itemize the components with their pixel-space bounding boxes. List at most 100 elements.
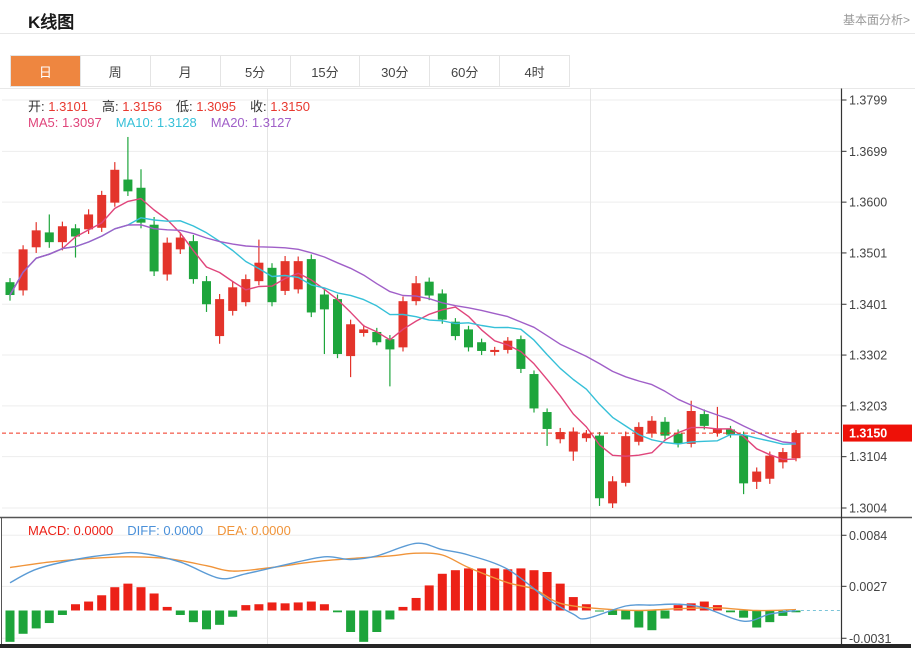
candle: [450, 321, 460, 337]
candle: [293, 261, 303, 290]
candle: [398, 301, 408, 348]
candle: [568, 431, 578, 452]
price-axis-label: 1.3203: [849, 399, 887, 413]
macd-bar: [542, 571, 552, 611]
legend-item: MA5: 1.3097: [28, 115, 102, 130]
candle: [333, 299, 342, 355]
diff-line: [9, 542, 797, 622]
price-axis-label: 1.3401: [849, 298, 887, 312]
ma5-line: [9, 197, 797, 461]
macd-bar: [621, 610, 631, 620]
macd-bar: [464, 568, 473, 611]
macd-bar: [228, 610, 238, 617]
page-title: K线图: [28, 13, 75, 32]
macd-bar: [385, 610, 395, 620]
candle: [542, 412, 552, 429]
ma20-line: [9, 224, 797, 444]
macd-bar: [202, 610, 211, 630]
tab-30min[interactable]: 30分: [360, 56, 431, 86]
macd-bar: [647, 610, 657, 631]
macd-bar: [699, 601, 709, 611]
legend-item: DEA: 0.0000: [217, 523, 291, 538]
macd-bar: [306, 601, 316, 611]
macd-bar: [477, 568, 487, 611]
macd-bar: [739, 610, 749, 618]
candle: [621, 436, 631, 483]
ohlc-legend: 开: 1.3101 高: 1.3156 低: 1.3095 收: 1.3150: [28, 96, 324, 115]
tab-4hour[interactable]: 4时: [524, 64, 545, 80]
candle: [778, 452, 788, 463]
current-price-badge: [843, 424, 912, 442]
candle: [477, 342, 487, 351]
macd-bar: [18, 610, 28, 634]
legend-item: MA20: 1.3127: [210, 115, 292, 130]
candle: [267, 267, 277, 303]
macd-bar: [660, 610, 670, 619]
macd-bar: [398, 606, 408, 611]
macd-bar: [372, 610, 382, 632]
candle: [359, 329, 369, 333]
candle: [385, 339, 395, 350]
candle: [5, 282, 15, 296]
candle: [149, 224, 159, 272]
candle: [699, 414, 709, 426]
macd-bar: [84, 601, 94, 611]
candle: [31, 230, 41, 248]
price-axis-label: 1.3004: [849, 501, 887, 515]
macd-bar: [254, 604, 264, 611]
candle: [162, 242, 172, 275]
macd-bar: [293, 602, 303, 611]
tab-15min[interactable]: 15分: [291, 56, 361, 86]
tab-day[interactable]: 日: [11, 56, 81, 86]
fundamental-analysis-link[interactable]: 基本面分析>: [842, 13, 910, 27]
price-axis-label: 1.3799: [849, 94, 887, 108]
macd-bar: [241, 605, 251, 611]
legend-item: DIFF: 0.0000: [127, 523, 204, 538]
macd-bar: [188, 610, 198, 623]
candle: [372, 331, 382, 343]
candle: [411, 283, 421, 302]
macd-bar: [424, 585, 434, 611]
price-axis-label: 1.3699: [849, 145, 887, 159]
candle: [739, 435, 749, 484]
macd-bar: [634, 610, 644, 628]
legend-item: 高: 1.3156: [102, 99, 162, 114]
legend-item: 开: 1.3101: [28, 99, 88, 114]
tab-month[interactable]: 月: [151, 56, 221, 86]
candle: [18, 249, 28, 291]
tab-60min[interactable]: 60分: [430, 56, 501, 86]
header-divider: [0, 33, 915, 34]
tab-week[interactable]: 周: [81, 56, 151, 86]
legend-item: MACD: 0.0000: [28, 523, 114, 538]
candle: [97, 194, 107, 228]
candle: [726, 429, 735, 435]
tab-5min[interactable]: 5分: [221, 56, 291, 86]
macd-legend: MACD: 0.0000 DIFF: 0.0000 DEA: 0.0000: [28, 523, 305, 538]
macd-bar: [57, 610, 67, 615]
candle: [241, 279, 251, 303]
macd-bar: [149, 593, 159, 611]
macd-bar: [490, 568, 500, 611]
macd-bar: [136, 587, 146, 611]
legend-item: 低: 1.3095: [176, 99, 236, 114]
candle: [555, 432, 565, 440]
candle: [490, 349, 500, 352]
chart-bottom-border: [0, 644, 911, 648]
macd-bar: [568, 597, 578, 611]
macd-bar: [333, 610, 342, 613]
macd-axis-label: 0.0084: [849, 529, 887, 543]
candle: [346, 324, 356, 357]
candle: [57, 226, 67, 243]
candle: [595, 435, 604, 499]
candle: [136, 187, 146, 223]
candle: [608, 481, 618, 504]
macd-axis-label: 0.0027: [849, 580, 887, 594]
candle: [437, 293, 447, 320]
macd-bar: [503, 569, 513, 611]
legend-item: 收: 1.3150: [250, 99, 310, 114]
candle: [215, 299, 225, 337]
candle: [464, 329, 473, 348]
macd-bar: [123, 583, 133, 611]
